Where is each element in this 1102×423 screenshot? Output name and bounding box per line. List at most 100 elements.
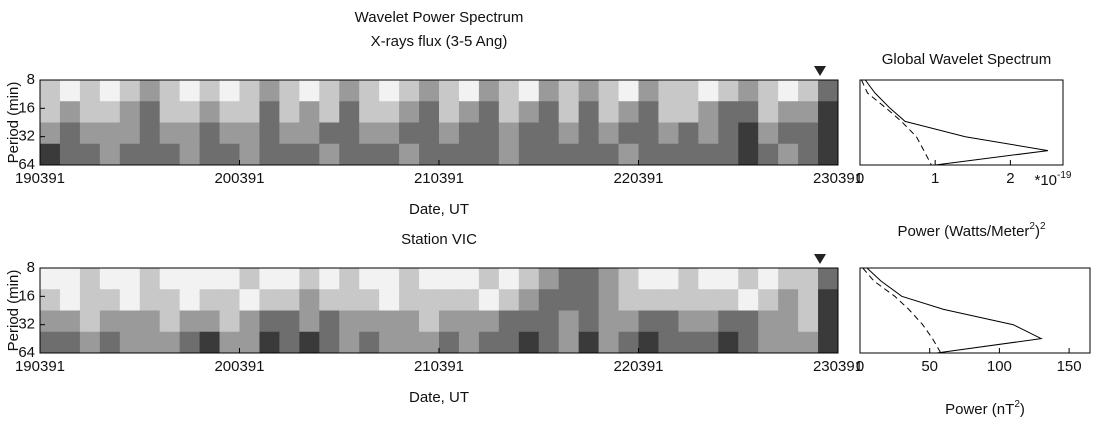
heatmap-cell <box>638 143 659 166</box>
heatmap-cell <box>139 268 161 290</box>
heatmap-cell <box>359 122 380 145</box>
heatmap-cell <box>40 143 61 166</box>
heatmap-cell <box>259 101 280 123</box>
heatmap-cell <box>498 268 520 290</box>
heatmap-cell <box>638 331 659 354</box>
heatmap-cell <box>299 143 320 166</box>
heatmap-cell <box>558 122 580 145</box>
spectrum-line <box>862 267 942 354</box>
heatmap-cell <box>658 122 679 145</box>
heatmap-cell <box>598 80 620 102</box>
heatmap-cell <box>159 289 181 311</box>
label-part: 2 <box>1029 221 1035 232</box>
heatmap-cell <box>738 289 759 311</box>
heatmap-cell <box>478 268 500 290</box>
heatmap-cell <box>538 80 560 102</box>
heatmap-cell <box>119 80 141 102</box>
heatmap-cell <box>319 331 340 354</box>
heatmap-cell <box>738 101 759 123</box>
heatmap-cell <box>698 143 719 166</box>
x-tick-label: 2 <box>1006 170 1014 187</box>
heatmap-cell <box>419 80 440 102</box>
heatmap-cell <box>379 80 400 102</box>
heatmap-cell <box>319 80 340 102</box>
heatmap-cell <box>359 268 380 290</box>
heatmap-cell <box>778 101 799 123</box>
heatmap-cell <box>299 310 320 333</box>
heatmap-cell <box>718 122 739 145</box>
heatmap-cell <box>678 143 699 166</box>
heatmap-cell <box>359 80 380 102</box>
heatmap-cell <box>478 310 500 333</box>
heatmap-cell <box>419 310 440 333</box>
heatmap-cell <box>239 331 260 354</box>
heatmap-cell <box>219 80 240 102</box>
heatmap-cell <box>538 122 560 145</box>
y-tick-label: 64 <box>18 156 35 173</box>
heatmap-cell <box>319 289 340 311</box>
x-axis-label: Date, UT <box>409 201 469 218</box>
heatmap-cell <box>339 143 360 166</box>
spectrum-line <box>861 79 932 166</box>
heatmap-cell <box>778 80 799 102</box>
heatmap-cell <box>818 80 839 102</box>
heatmap-cell <box>598 289 620 311</box>
heatmap-cell <box>219 143 240 166</box>
x-tick-label: 230391 <box>813 170 863 187</box>
heatmap-cell <box>159 143 181 166</box>
heatmap-cell <box>199 268 221 290</box>
heatmap-cell <box>818 310 839 333</box>
x-tick-label: 190391 <box>15 170 65 187</box>
heatmap-cell <box>678 331 699 354</box>
heatmap-cell <box>778 122 799 145</box>
heatmap-cell <box>439 101 460 123</box>
heatmap-cell <box>758 268 779 290</box>
y-tick-label: 32 <box>18 128 35 145</box>
heatmap-cell <box>59 143 81 166</box>
x-tick-label: 200391 <box>214 358 264 375</box>
heatmap-cell <box>558 289 580 311</box>
heatmap-cell <box>359 289 380 311</box>
heatmap-cell <box>59 289 81 311</box>
heatmap-cell <box>798 122 819 145</box>
heatmap-cell <box>399 143 420 166</box>
heatmap-cell <box>439 80 460 102</box>
heatmap-cell <box>658 143 679 166</box>
heatmap-cell <box>518 310 540 333</box>
heatmap-cell <box>458 122 480 145</box>
heatmap-cell <box>419 122 440 145</box>
heatmap-cell <box>99 268 121 290</box>
heatmap-cell <box>439 268 460 290</box>
heatmap-cell <box>59 310 81 333</box>
heatmap-cell <box>618 289 639 311</box>
heatmap-cell <box>498 101 520 123</box>
heatmap-cell <box>618 143 639 166</box>
heatmap-cell <box>99 310 121 333</box>
heatmap-cell <box>558 310 580 333</box>
heatmap-cell <box>498 310 520 333</box>
heatmap-cell <box>698 268 719 290</box>
heatmap-cell <box>458 289 480 311</box>
heatmap-cell <box>319 268 340 290</box>
heatmap-cell <box>718 289 739 311</box>
heatmap-cell <box>40 289 61 311</box>
heatmap-cell <box>339 80 360 102</box>
x-tick-label: 230391 <box>813 358 863 375</box>
heatmap-cell <box>558 143 580 166</box>
heatmap-cell <box>798 143 819 166</box>
heatmap-cell <box>199 122 221 145</box>
heatmap-cell <box>618 331 639 354</box>
heatmap-cell <box>279 143 300 166</box>
heatmap-cell <box>279 289 300 311</box>
heatmap-cell <box>219 310 240 333</box>
heatmap-cell <box>379 122 400 145</box>
y-tick-label: 32 <box>18 316 35 333</box>
heatmap-cell <box>399 101 420 123</box>
heatmap-cell <box>299 80 320 102</box>
heatmap-cell <box>618 101 639 123</box>
heatmap-cell <box>598 268 620 290</box>
label-part: Power (nT <box>945 401 1014 418</box>
heatmap-cell <box>598 310 620 333</box>
heatmap-cell <box>339 122 360 145</box>
heatmap-cell <box>658 101 679 123</box>
